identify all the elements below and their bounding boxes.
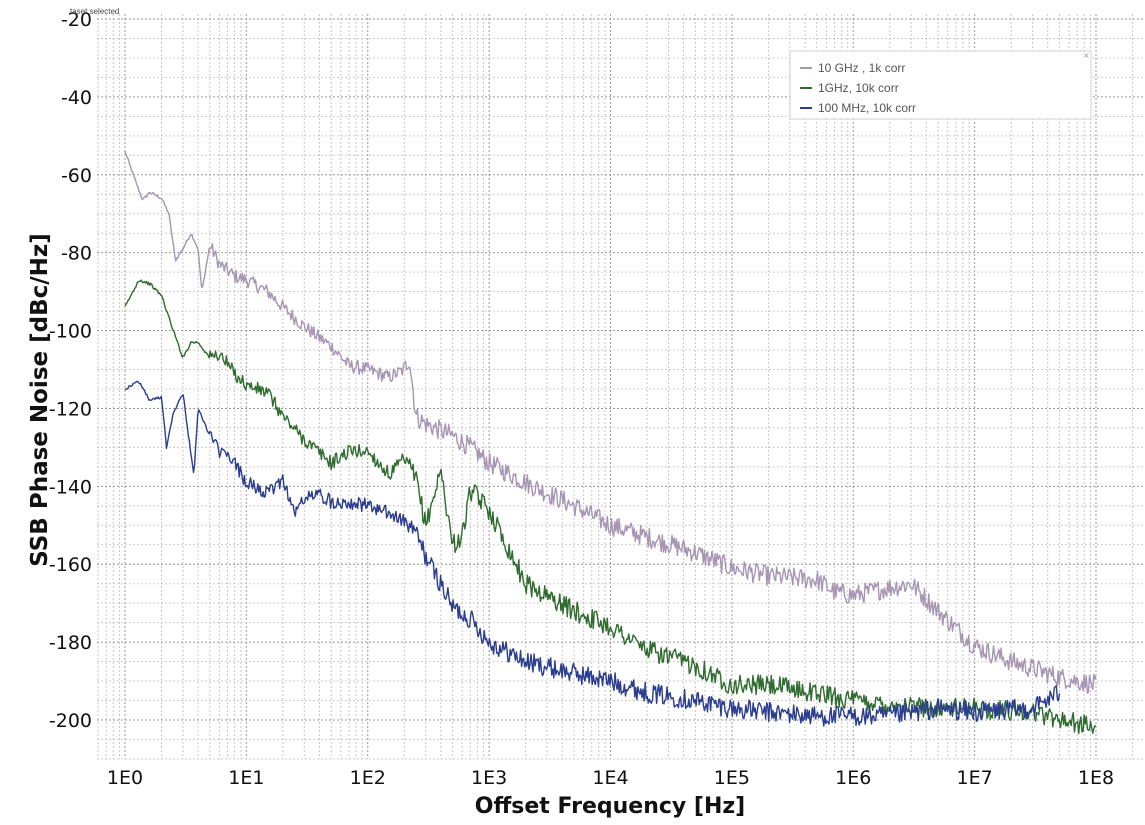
x-tick-label: 1E7 xyxy=(957,767,993,789)
series-line-3 xyxy=(124,380,1061,727)
x-axis-title: Offset Frequency [Hz] xyxy=(475,794,745,819)
x-tick-label: 1E4 xyxy=(592,767,628,789)
grid-lines xyxy=(97,14,1145,760)
y-tick-labels: -20 -40 -60 -80 -100 -120 -140 -160 -180 -200 xyxy=(49,9,92,732)
x-tick-label: 1E5 xyxy=(714,767,750,789)
y-axis-title: SSB Phase Noise [dBc/Hz] xyxy=(27,233,53,567)
x-tick-label: 1E0 xyxy=(107,767,143,789)
status-text: taset selected xyxy=(70,7,119,16)
y-tick-label: -100 xyxy=(49,321,92,343)
x-tick-label: 1E6 xyxy=(835,767,871,789)
legend-close-icon[interactable]: × xyxy=(1083,51,1090,60)
y-tick-label: -200 xyxy=(49,710,92,732)
legend-label: 1GHz, 10k corr xyxy=(818,81,899,95)
series-line-1 xyxy=(124,150,1097,694)
y-tick-label: -60 xyxy=(61,165,92,187)
x-tick-label: 1E8 xyxy=(1078,767,1114,789)
legend-label: 100 MHz, 10k corr xyxy=(818,101,916,115)
legend[interactable]: × 10 GHz , 1k corr 1GHz, 10k corr 100 MHz,… xyxy=(789,50,1092,120)
y-tick-label: -40 xyxy=(61,87,92,109)
y-tick-label: -180 xyxy=(49,632,92,654)
legend-box xyxy=(789,50,1092,120)
series-lines xyxy=(124,150,1097,735)
y-tick-label: -80 xyxy=(61,243,92,265)
y-tick-label: -20 xyxy=(61,9,92,31)
plot-area xyxy=(97,14,1145,759)
x-tick-labels: 1E0 1E1 1E2 1E3 1E4 1E5 1E6 1E7 1E8 xyxy=(107,767,1114,789)
x-tick-label: 1E3 xyxy=(471,767,507,789)
x-tick-label: 1E1 xyxy=(228,767,264,789)
y-tick-label: -140 xyxy=(49,476,92,498)
y-tick-label: -160 xyxy=(49,554,92,576)
x-tick-label: 1E2 xyxy=(350,767,386,789)
y-tick-label: -120 xyxy=(49,398,92,420)
legend-items: 10 GHz , 1k corr 1GHz, 10k corr 100 MHz, 1… xyxy=(800,61,916,115)
legend-label: 10 GHz , 1k corr xyxy=(818,61,905,75)
